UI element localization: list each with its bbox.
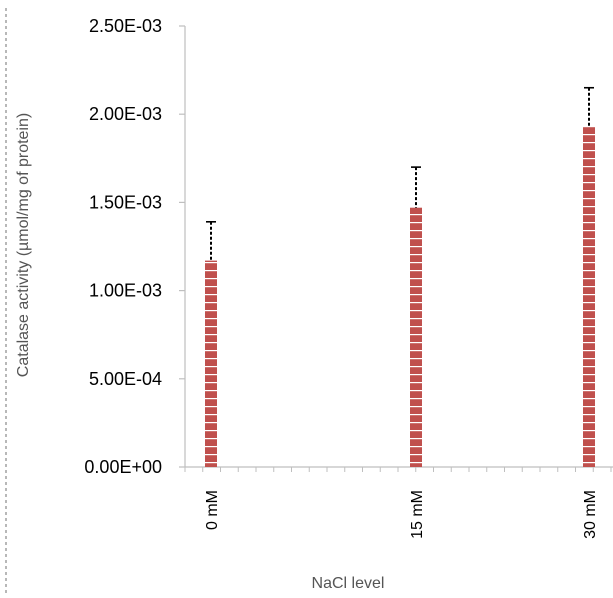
y-axis-title: Catalase activity (µmol/mg of protein) <box>15 113 32 377</box>
y-tick-label: 5.00E-04 <box>89 369 162 389</box>
y-tick-label: 2.50E-03 <box>89 16 162 36</box>
x-category-label: 15 mM <box>409 490 426 539</box>
x-axis-title: NaCl level <box>312 575 385 592</box>
bar <box>410 207 422 467</box>
plot-area: 0.00E+00 5.00E-04 1.00E-03 1.50E-03 2.00E-03… <box>84 16 613 539</box>
bar <box>583 126 595 467</box>
y-tick-label: 0.00E+00 <box>84 457 162 477</box>
x-category-label: 0 mM <box>204 490 221 530</box>
bar <box>205 260 217 467</box>
y-tick-label: 1.00E-03 <box>89 281 162 301</box>
x-category-label: 30 mM <box>582 490 599 539</box>
y-tick-label: 1.50E-03 <box>89 192 162 212</box>
y-tick-label: 2.00E-03 <box>89 104 162 124</box>
